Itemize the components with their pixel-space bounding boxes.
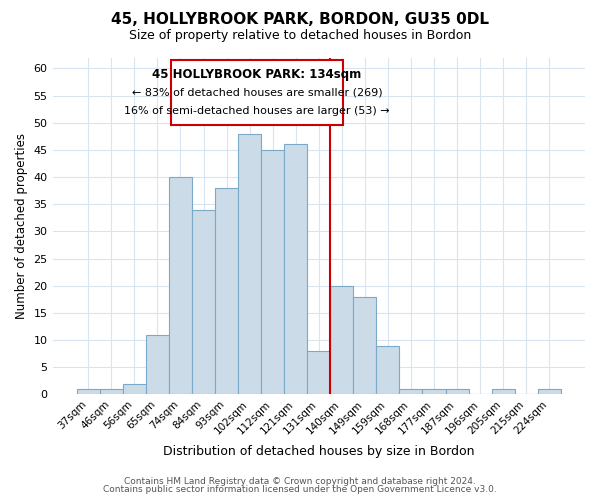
Bar: [491, 389, 515, 394]
Bar: [261, 150, 284, 394]
Bar: [307, 351, 330, 395]
Text: Size of property relative to detached houses in Bordon: Size of property relative to detached ho…: [129, 29, 471, 42]
Bar: [77, 389, 100, 394]
Text: ← 83% of detached houses are smaller (269): ← 83% of detached houses are smaller (26…: [132, 88, 382, 98]
Bar: [146, 334, 169, 394]
Bar: [100, 389, 123, 394]
Text: 16% of semi-detached houses are larger (53) →: 16% of semi-detached houses are larger (…: [124, 106, 390, 117]
Text: Contains public sector information licensed under the Open Government Licence v3: Contains public sector information licen…: [103, 485, 497, 494]
Bar: [330, 286, 353, 395]
Text: 45 HOLLYBROOK PARK: 134sqm: 45 HOLLYBROOK PARK: 134sqm: [152, 68, 362, 82]
Bar: [422, 389, 446, 394]
Text: Contains HM Land Registry data © Crown copyright and database right 2024.: Contains HM Land Registry data © Crown c…: [124, 477, 476, 486]
Bar: [238, 134, 261, 394]
Bar: [538, 389, 561, 394]
Bar: [169, 177, 192, 394]
Bar: [215, 188, 238, 394]
Y-axis label: Number of detached properties: Number of detached properties: [15, 133, 28, 319]
Bar: [376, 346, 400, 395]
Bar: [400, 389, 422, 394]
Bar: [192, 210, 215, 394]
FancyBboxPatch shape: [171, 60, 343, 126]
Text: 45, HOLLYBROOK PARK, BORDON, GU35 0DL: 45, HOLLYBROOK PARK, BORDON, GU35 0DL: [111, 12, 489, 28]
Bar: [353, 296, 376, 394]
Bar: [446, 389, 469, 394]
Bar: [284, 144, 307, 394]
Bar: [123, 384, 146, 394]
X-axis label: Distribution of detached houses by size in Bordon: Distribution of detached houses by size …: [163, 444, 475, 458]
